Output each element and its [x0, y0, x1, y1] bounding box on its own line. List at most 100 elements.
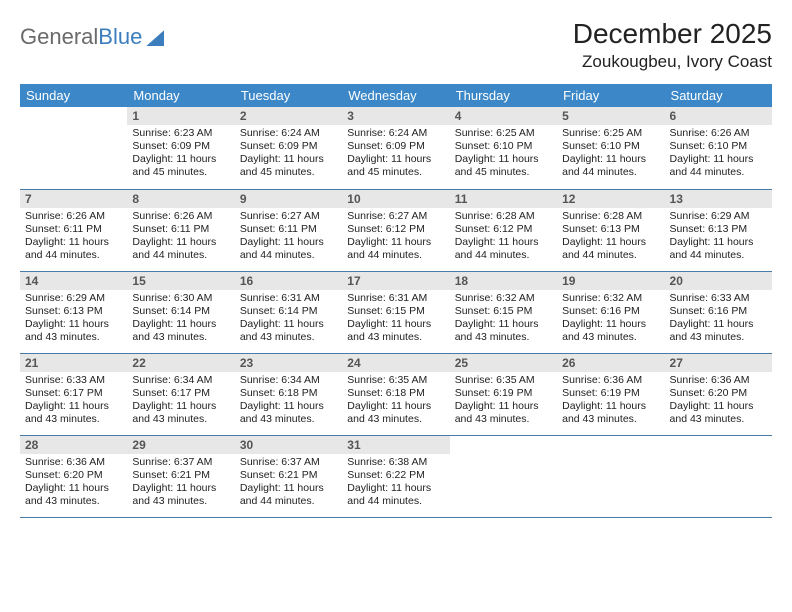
calendar-cell: 27Sunrise: 6:36 AMSunset: 6:20 PMDayligh… — [665, 353, 772, 435]
weekday-header: Friday — [557, 84, 664, 107]
month-title: December 2025 — [573, 18, 772, 50]
day-data: Sunrise: 6:33 AMSunset: 6:16 PMDaylight:… — [665, 290, 772, 349]
day-data: Sunrise: 6:26 AMSunset: 6:11 PMDaylight:… — [127, 208, 234, 267]
day-data: Sunrise: 6:29 AMSunset: 6:13 PMDaylight:… — [665, 208, 772, 267]
day-number: 13 — [665, 190, 772, 208]
day-data: Sunrise: 6:34 AMSunset: 6:18 PMDaylight:… — [235, 372, 342, 431]
calendar-cell: 5Sunrise: 6:25 AMSunset: 6:10 PMDaylight… — [557, 107, 664, 189]
weekday-row: SundayMondayTuesdayWednesdayThursdayFrid… — [20, 84, 772, 107]
day-number: 30 — [235, 436, 342, 454]
day-number: 10 — [342, 190, 449, 208]
day-number: 25 — [450, 354, 557, 372]
calendar-cell: 25Sunrise: 6:35 AMSunset: 6:19 PMDayligh… — [450, 353, 557, 435]
location: Zoukougbeu, Ivory Coast — [573, 52, 772, 72]
day-data: Sunrise: 6:34 AMSunset: 6:17 PMDaylight:… — [127, 372, 234, 431]
calendar-cell: 18Sunrise: 6:32 AMSunset: 6:15 PMDayligh… — [450, 271, 557, 353]
day-number: 31 — [342, 436, 449, 454]
title-block: December 2025 Zoukougbeu, Ivory Coast — [573, 18, 772, 72]
logo-text: GeneralBlue — [20, 24, 142, 50]
calendar-row: 21Sunrise: 6:33 AMSunset: 6:17 PMDayligh… — [20, 353, 772, 435]
day-data: Sunrise: 6:37 AMSunset: 6:21 PMDaylight:… — [235, 454, 342, 513]
calendar-cell: 6Sunrise: 6:26 AMSunset: 6:10 PMDaylight… — [665, 107, 772, 189]
calendar-cell: 31Sunrise: 6:38 AMSunset: 6:22 PMDayligh… — [342, 435, 449, 517]
day-number: 15 — [127, 272, 234, 290]
day-data: Sunrise: 6:32 AMSunset: 6:16 PMDaylight:… — [557, 290, 664, 349]
day-number: 17 — [342, 272, 449, 290]
day-data: Sunrise: 6:36 AMSunset: 6:19 PMDaylight:… — [557, 372, 664, 431]
day-number: 27 — [665, 354, 772, 372]
calendar-cell: 15Sunrise: 6:30 AMSunset: 6:14 PMDayligh… — [127, 271, 234, 353]
day-number: 20 — [665, 272, 772, 290]
weekday-header: Saturday — [665, 84, 772, 107]
calendar-cell — [450, 435, 557, 517]
calendar-row: 28Sunrise: 6:36 AMSunset: 6:20 PMDayligh… — [20, 435, 772, 517]
day-number: 19 — [557, 272, 664, 290]
day-number: 8 — [127, 190, 234, 208]
calendar-row: 7Sunrise: 6:26 AMSunset: 6:11 PMDaylight… — [20, 189, 772, 271]
day-data: Sunrise: 6:36 AMSunset: 6:20 PMDaylight:… — [20, 454, 127, 513]
day-data: Sunrise: 6:37 AMSunset: 6:21 PMDaylight:… — [127, 454, 234, 513]
day-number: 18 — [450, 272, 557, 290]
calendar-head: SundayMondayTuesdayWednesdayThursdayFrid… — [20, 84, 772, 107]
calendar-cell — [20, 107, 127, 189]
day-number: 3 — [342, 107, 449, 125]
calendar-cell — [665, 435, 772, 517]
day-number: 9 — [235, 190, 342, 208]
calendar-cell: 22Sunrise: 6:34 AMSunset: 6:17 PMDayligh… — [127, 353, 234, 435]
calendar-cell: 20Sunrise: 6:33 AMSunset: 6:16 PMDayligh… — [665, 271, 772, 353]
day-data: Sunrise: 6:35 AMSunset: 6:18 PMDaylight:… — [342, 372, 449, 431]
day-data: Sunrise: 6:24 AMSunset: 6:09 PMDaylight:… — [235, 125, 342, 184]
day-number: 14 — [20, 272, 127, 290]
calendar-cell: 9Sunrise: 6:27 AMSunset: 6:11 PMDaylight… — [235, 189, 342, 271]
day-data: Sunrise: 6:35 AMSunset: 6:19 PMDaylight:… — [450, 372, 557, 431]
day-data: Sunrise: 6:33 AMSunset: 6:17 PMDaylight:… — [20, 372, 127, 431]
calendar-cell: 28Sunrise: 6:36 AMSunset: 6:20 PMDayligh… — [20, 435, 127, 517]
day-number: 12 — [557, 190, 664, 208]
day-number: 6 — [665, 107, 772, 125]
header: GeneralBlue December 2025 Zoukougbeu, Iv… — [20, 18, 772, 72]
day-number: 2 — [235, 107, 342, 125]
weekday-header: Sunday — [20, 84, 127, 107]
day-data: Sunrise: 6:31 AMSunset: 6:15 PMDaylight:… — [342, 290, 449, 349]
day-data: Sunrise: 6:28 AMSunset: 6:13 PMDaylight:… — [557, 208, 664, 267]
day-number: 5 — [557, 107, 664, 125]
day-number: 24 — [342, 354, 449, 372]
day-data: Sunrise: 6:36 AMSunset: 6:20 PMDaylight:… — [665, 372, 772, 431]
calendar-cell: 30Sunrise: 6:37 AMSunset: 6:21 PMDayligh… — [235, 435, 342, 517]
calendar-cell: 7Sunrise: 6:26 AMSunset: 6:11 PMDaylight… — [20, 189, 127, 271]
logo-part1: General — [20, 24, 98, 49]
day-number: 28 — [20, 436, 127, 454]
calendar-cell: 3Sunrise: 6:24 AMSunset: 6:09 PMDaylight… — [342, 107, 449, 189]
calendar-row: 1Sunrise: 6:23 AMSunset: 6:09 PMDaylight… — [20, 107, 772, 189]
calendar-cell: 10Sunrise: 6:27 AMSunset: 6:12 PMDayligh… — [342, 189, 449, 271]
day-data: Sunrise: 6:27 AMSunset: 6:12 PMDaylight:… — [342, 208, 449, 267]
calendar-cell: 17Sunrise: 6:31 AMSunset: 6:15 PMDayligh… — [342, 271, 449, 353]
day-data: Sunrise: 6:24 AMSunset: 6:09 PMDaylight:… — [342, 125, 449, 184]
calendar-cell: 29Sunrise: 6:37 AMSunset: 6:21 PMDayligh… — [127, 435, 234, 517]
day-data: Sunrise: 6:31 AMSunset: 6:14 PMDaylight:… — [235, 290, 342, 349]
calendar-cell: 26Sunrise: 6:36 AMSunset: 6:19 PMDayligh… — [557, 353, 664, 435]
day-data: Sunrise: 6:27 AMSunset: 6:11 PMDaylight:… — [235, 208, 342, 267]
calendar-cell: 21Sunrise: 6:33 AMSunset: 6:17 PMDayligh… — [20, 353, 127, 435]
logo-part2: Blue — [98, 24, 142, 49]
logo: GeneralBlue — [20, 18, 164, 50]
day-data: Sunrise: 6:26 AMSunset: 6:11 PMDaylight:… — [20, 208, 127, 267]
calendar-cell: 16Sunrise: 6:31 AMSunset: 6:14 PMDayligh… — [235, 271, 342, 353]
day-data: Sunrise: 6:32 AMSunset: 6:15 PMDaylight:… — [450, 290, 557, 349]
weekday-header: Wednesday — [342, 84, 449, 107]
calendar-cell: 8Sunrise: 6:26 AMSunset: 6:11 PMDaylight… — [127, 189, 234, 271]
logo-sail-icon — [146, 30, 164, 46]
calendar-cell: 4Sunrise: 6:25 AMSunset: 6:10 PMDaylight… — [450, 107, 557, 189]
day-number: 7 — [20, 190, 127, 208]
calendar-body: 1Sunrise: 6:23 AMSunset: 6:09 PMDaylight… — [20, 107, 772, 517]
day-number: 29 — [127, 436, 234, 454]
day-data: Sunrise: 6:38 AMSunset: 6:22 PMDaylight:… — [342, 454, 449, 513]
calendar-cell: 19Sunrise: 6:32 AMSunset: 6:16 PMDayligh… — [557, 271, 664, 353]
weekday-header: Monday — [127, 84, 234, 107]
calendar-table: SundayMondayTuesdayWednesdayThursdayFrid… — [20, 84, 772, 518]
day-number: 11 — [450, 190, 557, 208]
day-data: Sunrise: 6:25 AMSunset: 6:10 PMDaylight:… — [557, 125, 664, 184]
day-number: 26 — [557, 354, 664, 372]
day-number: 23 — [235, 354, 342, 372]
calendar-cell: 12Sunrise: 6:28 AMSunset: 6:13 PMDayligh… — [557, 189, 664, 271]
